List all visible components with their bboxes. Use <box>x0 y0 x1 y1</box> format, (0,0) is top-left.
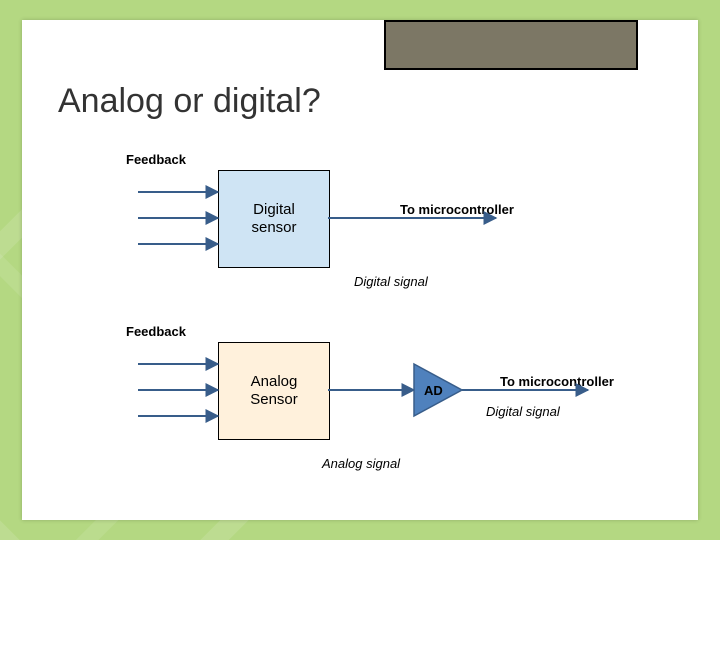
wiring-svg: AD <box>22 20 698 520</box>
diagram-canvas: Digitalsensor AnalogSensor Feedback To m… <box>22 20 698 520</box>
ad-converter-label: AD <box>424 383 443 398</box>
slide: Analog or digital? Digitalsensor AnalogS… <box>22 20 698 520</box>
